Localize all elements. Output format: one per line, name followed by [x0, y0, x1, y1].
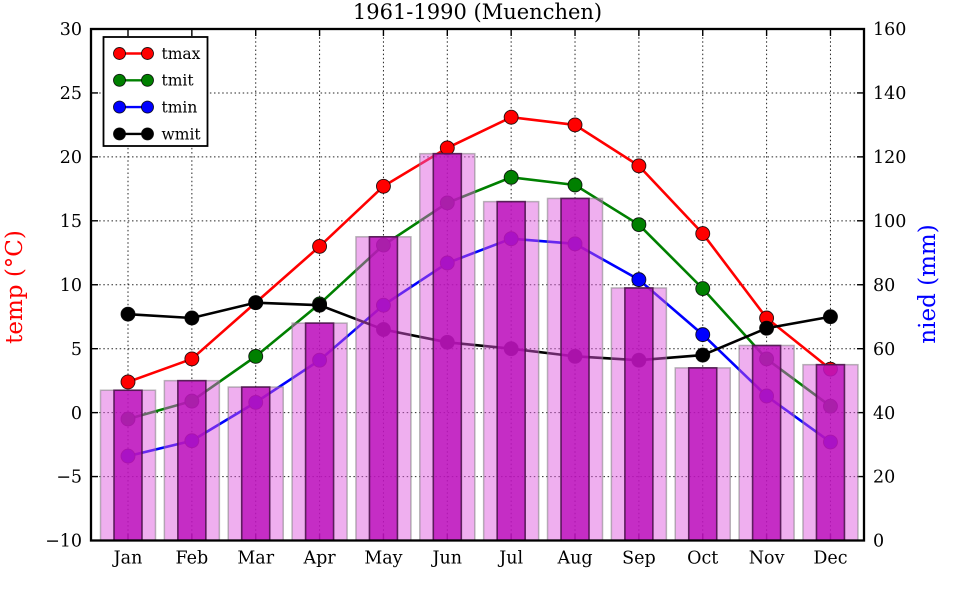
- right-tick-label: 20: [873, 468, 895, 488]
- precip-bar-dark: [240, 386, 271, 542]
- right-axis-title: nied (mm): [915, 224, 941, 343]
- left-tick-label: 10: [60, 276, 82, 296]
- precip-bar-dark: [432, 152, 463, 542]
- precip-bar-dark: [304, 322, 335, 542]
- precip-bar-dark: [751, 344, 782, 542]
- tmit-point: [248, 348, 264, 364]
- right-tick-label: 160: [873, 20, 906, 40]
- tmax-point: [375, 178, 391, 194]
- wmit-point: [823, 309, 838, 325]
- precip-bar-dark: [496, 200, 526, 542]
- x-tick-label: Feb: [175, 549, 208, 569]
- legend-marker-tmit: [141, 73, 154, 87]
- legend-label-tmax: tmax: [162, 45, 201, 63]
- legend-label-tmit: tmit: [162, 72, 195, 90]
- right-tick-label: 140: [873, 84, 906, 104]
- legend-marker-tmax: [141, 47, 154, 60]
- right-tick-label: 60: [873, 340, 895, 360]
- legend-marker-wmit: [113, 127, 126, 141]
- x-tick-label: Oct: [687, 549, 718, 569]
- chart-title: 1961-1990 (Muenchen): [353, 0, 602, 24]
- plot-border: [89, 27, 866, 542]
- legend-marker-tmin: [113, 100, 126, 114]
- x-tick-label: Mar: [237, 549, 274, 569]
- tmax-point: [503, 109, 519, 125]
- left-tick-label: 25: [60, 84, 82, 104]
- precip-bar-dark: [560, 197, 590, 542]
- right-tick-label: 120: [873, 148, 906, 168]
- precip-bar-dark: [113, 389, 143, 542]
- tmax-point: [184, 351, 200, 367]
- tmit-point: [503, 169, 519, 185]
- right-tick-label: 100: [873, 212, 906, 232]
- x-tick-label: Jul: [497, 549, 523, 569]
- wmit-point: [312, 297, 328, 313]
- x-tick-label: Apr: [302, 549, 336, 569]
- left-tick-label: 5: [71, 340, 82, 360]
- x-tick-label: Nov: [749, 549, 785, 569]
- tmax-point: [567, 117, 583, 133]
- right-tick-label: 40: [873, 404, 895, 424]
- plot-area: −10 −5 0 5 10 15 20 25 30 0 20 40 60 80 100 120 140 160 Ja…: [45, 20, 906, 568]
- legend-label-tmin: tmin: [162, 99, 198, 117]
- tmit-point: [631, 217, 647, 233]
- x-tick-label: Jan: [112, 549, 143, 569]
- legend-marker-tmax: [113, 47, 126, 60]
- wmit-point: [184, 310, 200, 326]
- tmax-point: [695, 226, 711, 242]
- tmax-point: [631, 158, 647, 174]
- tmit-point: [567, 177, 583, 193]
- wmit-point: [695, 347, 711, 363]
- left-tick-label: 30: [60, 20, 82, 40]
- left-tick-label: −5: [56, 468, 82, 488]
- right-tick-label: 80: [873, 276, 895, 296]
- legend-label-wmit: wmit: [162, 125, 202, 143]
- precip-bar-dark: [687, 367, 718, 542]
- wmit-line: [127, 301, 831, 362]
- precip-bar-dark: [815, 363, 846, 542]
- x-tick-label: Jun: [431, 549, 463, 569]
- tmax-point: [312, 238, 328, 254]
- precip-bar-dark: [177, 379, 207, 542]
- legend-marker-tmit: [113, 73, 126, 87]
- wmit-point: [248, 295, 264, 311]
- left-axis-title: temp (°C): [2, 230, 28, 344]
- tmax-line: [127, 115, 832, 384]
- left-tick-label: 0: [71, 404, 82, 424]
- left-tick-label: −10: [45, 532, 82, 552]
- x-tick-label: Sep: [622, 549, 656, 569]
- legend-marker-wmit: [141, 127, 154, 141]
- tmax-point: [120, 374, 136, 390]
- left-tick-label: 20: [60, 148, 82, 168]
- x-tick-label: Aug: [556, 549, 592, 569]
- legend-marker-tmin: [141, 100, 154, 114]
- wmit-point: [120, 306, 136, 322]
- tmin-point: [631, 272, 647, 288]
- wmit-point: [759, 320, 775, 336]
- precip-bar-dark: [624, 287, 654, 542]
- left-tick-label: 15: [60, 212, 82, 232]
- right-tick-label: 0: [873, 532, 884, 552]
- tmin-point: [695, 327, 711, 343]
- tmax-point: [439, 140, 455, 156]
- tmit-line: [127, 176, 832, 421]
- tmit-point: [695, 281, 711, 297]
- x-tick-label: Dec: [813, 549, 847, 569]
- precip-bar-dark: [368, 235, 399, 542]
- x-tick-label: May: [364, 549, 402, 569]
